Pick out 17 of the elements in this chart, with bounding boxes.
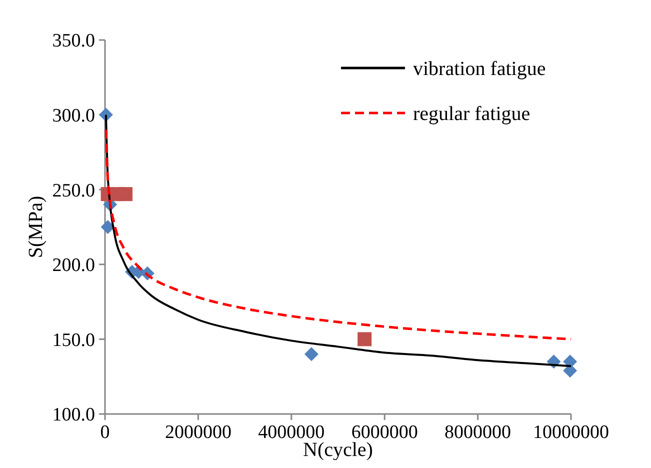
x-tick-label: 8000000 [444, 422, 512, 443]
y-axis-title: S(MPa) [25, 196, 47, 258]
point [304, 347, 318, 362]
y-tick-label: 300.0 [52, 105, 95, 126]
y-tick-label: 200.0 [52, 255, 95, 276]
x-tick-label: 0 [100, 422, 110, 443]
point [100, 220, 115, 234]
point [118, 187, 133, 202]
legend-label: regular fatigue [413, 103, 530, 125]
y-tick-label: 100.0 [52, 404, 95, 426]
point [358, 332, 372, 346]
y-tick-label: 350.0 [52, 30, 95, 52]
x-tick-label: 2000000 [164, 422, 232, 443]
y-tick-label: 250.0 [52, 180, 95, 202]
y-tick-label: 150.0 [52, 330, 95, 351]
x-tick-label: 10000000 [533, 422, 609, 443]
legend-label: vibration fatigue [413, 58, 546, 80]
